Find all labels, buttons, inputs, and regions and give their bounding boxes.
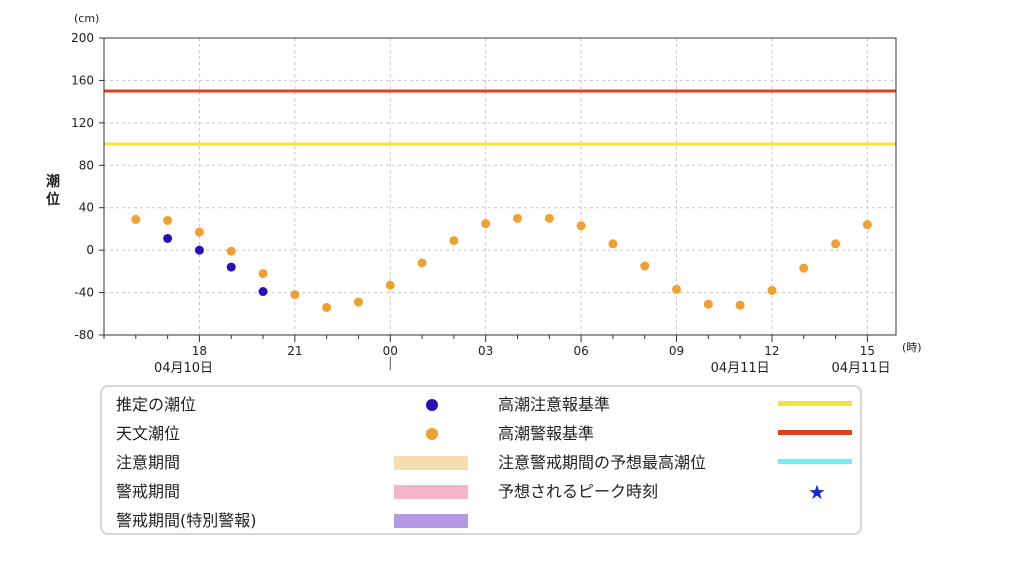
data-point xyxy=(544,213,554,223)
data-point xyxy=(862,220,872,230)
special-warning-swatch-icon xyxy=(394,514,468,528)
x-tick-label: 12 xyxy=(764,344,779,358)
tide-chart: -80 -40 0 40 80 120 160 200 18 21 00 03 06 09 12 15 04月1… xyxy=(46,12,922,376)
y-tick-label: 0 xyxy=(86,243,94,257)
data-point xyxy=(353,297,363,307)
y-tick-label: -80 xyxy=(74,328,94,342)
date-label: 04月11日 xyxy=(831,361,890,376)
y-tick-label: 120 xyxy=(71,116,94,130)
legend-warning-period-label: 警戒期間 xyxy=(116,482,181,501)
warning-line-icon xyxy=(778,430,852,435)
astronomical-dot-icon xyxy=(426,428,438,440)
legend-caution-period-label: 注意期間 xyxy=(116,453,181,472)
y-axis-label: 位 xyxy=(46,191,60,208)
y-axis-label: 潮 xyxy=(46,173,60,190)
data-point xyxy=(735,300,745,310)
data-point xyxy=(767,285,777,295)
data-point xyxy=(831,239,841,249)
legend-forecast-max-label: 注意警戒期間の予想最高潮位 xyxy=(498,453,707,472)
data-point xyxy=(385,280,395,290)
data-point xyxy=(131,214,141,224)
data-point xyxy=(290,290,300,300)
data-point xyxy=(449,236,459,246)
data-point xyxy=(322,302,332,312)
date-label: 04月10日 xyxy=(154,361,213,376)
data-point xyxy=(226,262,236,272)
y-tick-label: 80 xyxy=(79,158,94,172)
data-point xyxy=(703,299,713,309)
data-point xyxy=(512,213,522,223)
x-tick-label: 18 xyxy=(192,344,207,358)
star-icon: ★ xyxy=(808,480,826,504)
y-tick-label: 200 xyxy=(71,31,94,45)
data-point xyxy=(163,233,173,243)
warning-period-swatch-icon xyxy=(394,485,468,499)
legend-astronomical-label: 天文潮位 xyxy=(116,424,181,443)
forecast-max-line-icon xyxy=(778,459,852,464)
data-point xyxy=(226,246,236,256)
x-tick-label: 15 xyxy=(860,344,875,358)
data-point xyxy=(194,227,204,237)
y-tick-label: 160 xyxy=(71,73,94,87)
data-point xyxy=(417,258,427,268)
x-tick-label: 09 xyxy=(669,344,684,358)
x-tick-label: 21 xyxy=(287,344,302,358)
y-unit-label: (cm) xyxy=(74,12,99,25)
data-point xyxy=(258,287,268,297)
data-point xyxy=(799,263,809,273)
legend-estimated-label: 推定の潮位 xyxy=(116,395,197,414)
y-tick-label: -40 xyxy=(74,286,94,300)
x-tick-label: 06 xyxy=(573,344,588,358)
advisory-line-icon xyxy=(778,401,852,406)
date-label: 04月11日 xyxy=(711,361,770,376)
plot-frame xyxy=(103,37,897,336)
data-point xyxy=(258,268,268,278)
data-point xyxy=(608,239,618,249)
x-tick-label: 00 xyxy=(383,344,398,358)
legend-peak-label: 予想されるピーク時刻 xyxy=(498,482,659,501)
y-tick-label: 40 xyxy=(79,201,94,215)
x-unit-label: (時) xyxy=(902,341,922,354)
data-point xyxy=(576,221,586,231)
legend-special-warning-label: 警戒期間(特別警報) xyxy=(116,511,257,530)
data-point xyxy=(163,215,173,225)
legend-warning-standard-label: 高潮警報基準 xyxy=(498,424,595,443)
data-point xyxy=(481,219,491,229)
data-point xyxy=(640,261,650,271)
data-point xyxy=(672,284,682,294)
legend-advisory-standard-label: 高潮注意報基準 xyxy=(498,395,611,414)
data-point xyxy=(194,245,204,255)
caution-period-swatch-icon xyxy=(394,456,468,470)
legend: 推定の潮位 天文潮位 注意期間 警戒期間 警戒期間(特別警報) 高潮注意報基準 … xyxy=(100,385,862,535)
estimated-dot-icon xyxy=(426,399,438,411)
x-tick-label: 03 xyxy=(478,344,493,358)
